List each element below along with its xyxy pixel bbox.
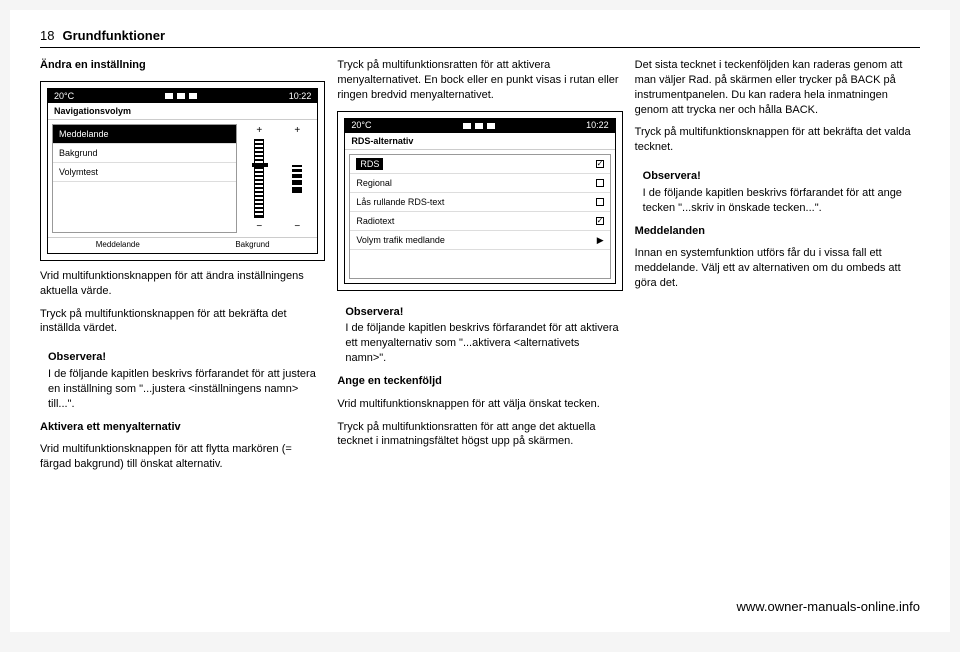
- col3-p3: Innan en systemfunktion utförs får du i …: [635, 246, 920, 291]
- screen1-slider-right: + −: [281, 124, 313, 233]
- screen2-temp: 20°C: [351, 119, 371, 131]
- screen1-list-item[interactable]: Bakgrund: [53, 144, 236, 163]
- minus-icon: −: [256, 220, 262, 234]
- screen2-list-item[interactable]: Radiotext: [350, 212, 609, 231]
- col1-p1: Vrid multifunktionsknappen för att ändra…: [40, 269, 325, 299]
- column-1: Ändra en inställning 20°C 10:22 Navigati…: [40, 58, 325, 608]
- checkbox-checked-icon: [596, 217, 604, 225]
- col3-sub2: Meddelanden: [635, 224, 920, 239]
- col3-p1: Det sista tecknet i teckenföljden kan ra…: [635, 58, 920, 117]
- screenshot-2: 20°C 10:22 RDS-alternativ RDS: [337, 111, 622, 291]
- plus-icon: +: [256, 124, 262, 138]
- screen2-clock: 10:22: [586, 119, 609, 131]
- checkbox-icon: [596, 179, 604, 187]
- list-item-label: Lås rullande RDS-text: [356, 196, 444, 208]
- battery-icon: [487, 123, 495, 129]
- col2-p3: Tryck på multifunktionsratten för att an…: [337, 420, 622, 450]
- col2-note: Observera! I de följande kapitlen beskri…: [345, 305, 618, 366]
- screen1-list-item[interactable]: Meddelande: [53, 125, 236, 144]
- screen1-list-item[interactable]: Volymtest: [53, 163, 236, 182]
- checkbox-icon: [596, 198, 604, 206]
- screen2-list: RDS Regional Lås rullande RDS-text: [349, 154, 610, 279]
- minus-icon: −: [294, 220, 300, 234]
- col3-p2: Tryck på multifunktionsknappen för att b…: [635, 125, 920, 155]
- note-text: I de följande kapitlen beskrivs förfaran…: [345, 321, 618, 366]
- note-title: Observera!: [643, 169, 916, 184]
- screen1-slider[interactable]: + −: [243, 124, 275, 233]
- screen1-statusbar: 20°C 10:22: [48, 89, 317, 103]
- page-header: 18 Grundfunktioner: [40, 28, 920, 48]
- screen1-temp: 20°C: [54, 90, 74, 102]
- screen2-list-item[interactable]: Lås rullande RDS-text: [350, 193, 609, 212]
- col1-sub2: Aktivera ett menyalternativ: [40, 420, 325, 435]
- screen2-list-item[interactable]: Regional: [350, 174, 609, 193]
- chevron-right-icon: ▶: [597, 234, 604, 246]
- note-text: I de följande kapitlen beskrivs förfaran…: [643, 186, 916, 216]
- page-number: 18: [40, 28, 54, 43]
- screen2-title: RDS-alternativ: [345, 133, 614, 150]
- plus-icon: +: [294, 124, 300, 138]
- list-item-label: Radiotext: [356, 215, 394, 227]
- col2-p1: Tryck på multifunktionsratten för att ak…: [337, 58, 622, 103]
- content-columns: Ändra en inställning 20°C 10:22 Navigati…: [40, 58, 920, 608]
- chapter-title: Grundfunktioner: [62, 28, 165, 43]
- screen1-footer: Meddelande Bakgrund: [48, 237, 317, 253]
- col1-note: Observera! I de följande kapitlen beskri…: [48, 350, 321, 411]
- col2-sub2: Ange en teckenföljd: [337, 374, 622, 389]
- battery-icon: [189, 93, 197, 99]
- screenshot-1: 20°C 10:22 Navigationsvolym Meddelande B…: [40, 81, 325, 261]
- list-item-label: Regional: [356, 177, 392, 189]
- screen1-list: Meddelande Bakgrund Volymtest: [52, 124, 237, 233]
- signal-icon: [165, 93, 173, 99]
- column-2: Tryck på multifunktionsratten för att ak…: [337, 58, 622, 608]
- level-bars-icon: [292, 165, 302, 193]
- wifi-icon: [177, 93, 185, 99]
- col1-heading: Ändra en inställning: [40, 58, 325, 73]
- watermark-url: www.owner-manuals-online.info: [736, 599, 920, 614]
- screen1-clock: 10:22: [289, 90, 312, 102]
- screen2-list-item[interactable]: Volym trafik medlande ▶: [350, 231, 609, 250]
- screen1-status-icons: [165, 93, 197, 99]
- note-title: Observera!: [48, 350, 321, 365]
- screen1-footer-left: Meddelande: [96, 240, 140, 251]
- screen2-list-item[interactable]: RDS: [350, 155, 609, 174]
- checkbox-checked-icon: [596, 160, 604, 168]
- screen1-footer-right: Bakgrund: [235, 240, 269, 251]
- list-item-label: RDS: [356, 158, 383, 170]
- column-3: Det sista tecknet i teckenföljden kan ra…: [635, 58, 920, 608]
- col1-p2: Tryck på multifunktionsknappen för att b…: [40, 307, 325, 337]
- note-title: Observera!: [345, 305, 618, 320]
- note-text: I de följande kapitlen beskrivs förfaran…: [48, 367, 321, 412]
- list-item-label: Volym trafik medlande: [356, 234, 445, 246]
- wifi-icon: [475, 123, 483, 129]
- col1-p3: Vrid multifunktionsknappen för att flytt…: [40, 442, 325, 472]
- col2-p2: Vrid multifunktionsknappen för att välja…: [337, 397, 622, 412]
- screen1-title: Navigationsvolym: [48, 103, 317, 120]
- screen2-status-icons: [463, 123, 495, 129]
- col3-note: Observera! I de följande kapitlen beskri…: [643, 169, 916, 216]
- screen2-statusbar: 20°C 10:22: [345, 119, 614, 133]
- signal-icon: [463, 123, 471, 129]
- slider-track: [254, 139, 264, 217]
